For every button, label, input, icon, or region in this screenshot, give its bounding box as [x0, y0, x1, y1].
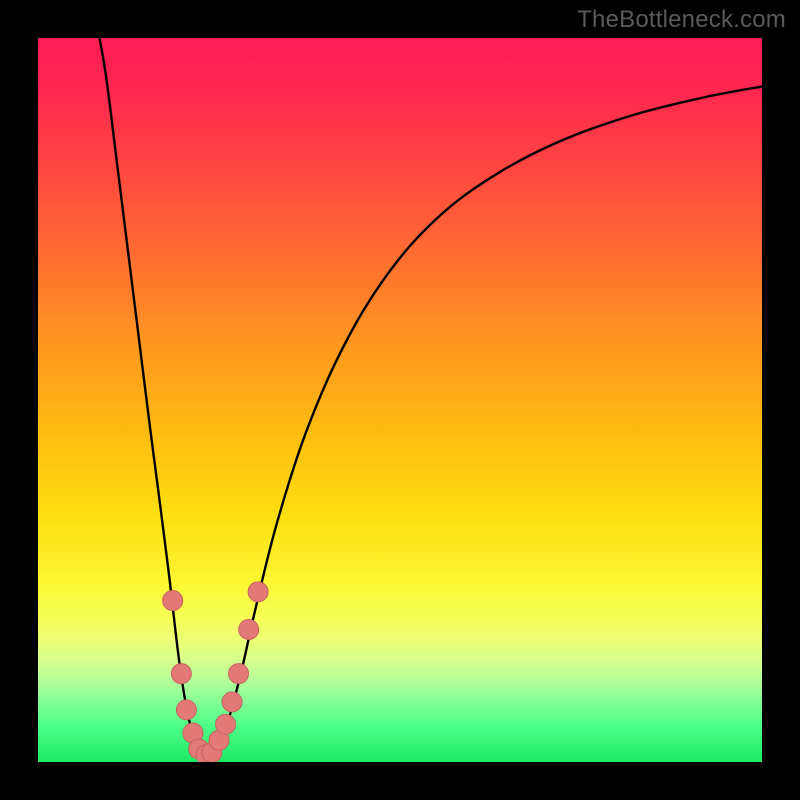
data-marker: [222, 692, 242, 712]
data-marker: [229, 664, 249, 684]
chart-canvas: TheBottleneck.com: [0, 0, 800, 800]
data-marker: [239, 620, 259, 640]
data-marker: [176, 700, 196, 720]
watermark-text: TheBottleneck.com: [577, 6, 786, 34]
data-marker: [163, 591, 183, 611]
chart-svg: [0, 0, 800, 800]
data-marker: [248, 582, 268, 602]
data-marker: [216, 714, 236, 734]
data-marker: [171, 664, 191, 684]
